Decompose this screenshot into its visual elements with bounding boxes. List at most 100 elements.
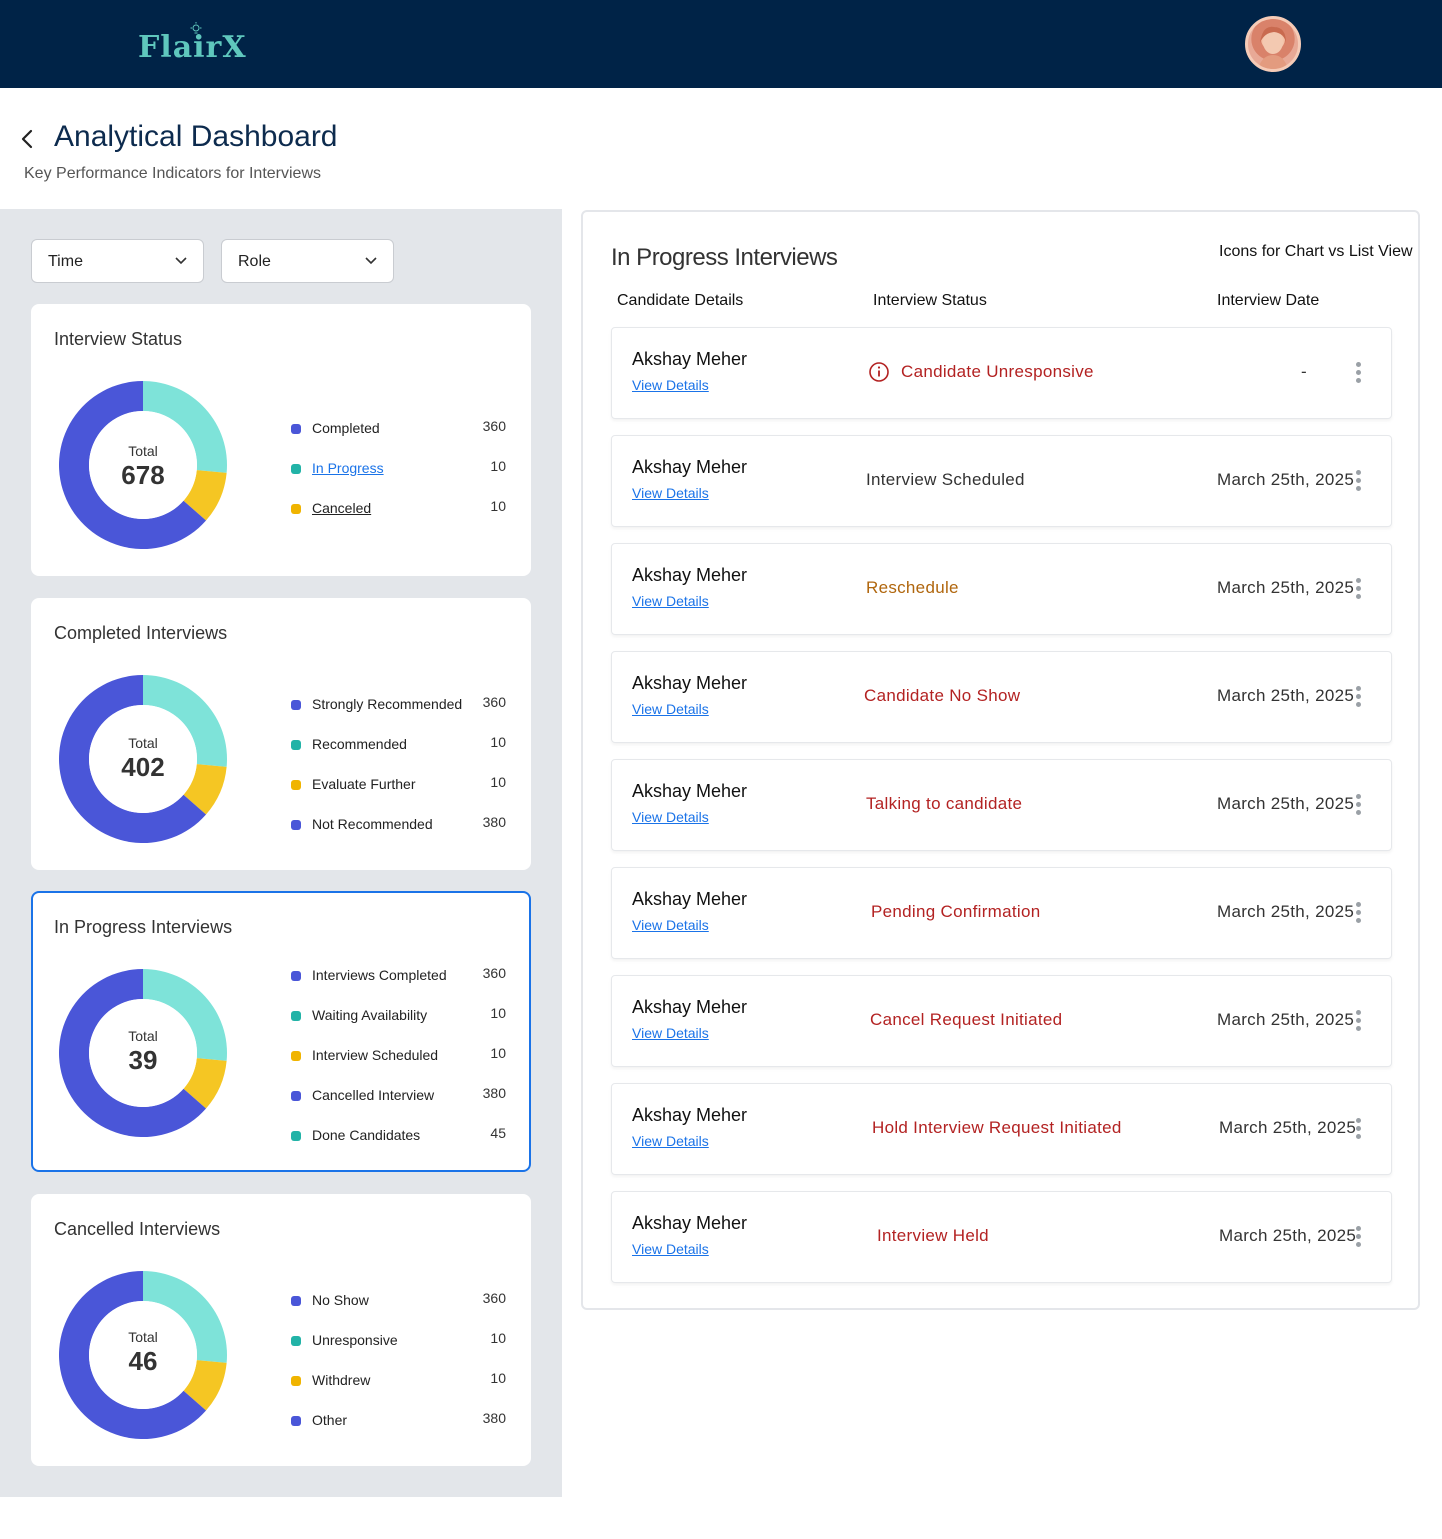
legend-item-completed: Completed 360 xyxy=(291,418,506,440)
legend-value: 360 xyxy=(482,1290,506,1306)
legend-value: 380 xyxy=(482,1085,506,1101)
legend-value: 45 xyxy=(490,1125,506,1141)
donut-total-value: 46 xyxy=(128,1346,158,1376)
user-photo xyxy=(1258,26,1288,69)
view-details-link[interactable]: View Details xyxy=(632,701,709,717)
interview-date: March 25th, 2025 xyxy=(1217,470,1355,489)
in-progress-interviews-donut xyxy=(59,969,228,1137)
view-details-link[interactable]: View Details xyxy=(632,593,709,609)
interview-status: Pending Confirmation xyxy=(871,902,1041,921)
more-options-icon[interactable] xyxy=(1356,794,1362,816)
view-details-link[interactable]: View Details xyxy=(632,1241,709,1257)
list-item[interactable]: Akshay Meher View Details Interview Sche… xyxy=(611,435,1392,527)
legend-value: 10 xyxy=(490,734,506,750)
legend-item: Waiting Availability 10 xyxy=(291,1005,506,1027)
legend-value: 10 xyxy=(490,774,506,790)
legend-item-in-progress[interactable]: In Progress 10 xyxy=(291,458,506,480)
role-filter-dropdown[interactable]: Role xyxy=(221,239,394,283)
more-options-icon[interactable] xyxy=(1356,686,1362,708)
list-item[interactable]: Akshay Meher View Details Hold Interview… xyxy=(611,1083,1392,1175)
card-title: Completed Interviews xyxy=(54,623,228,643)
view-details-link[interactable]: View Details xyxy=(632,809,709,825)
list-item[interactable]: Akshay Meher View Details Reschedule Mar… xyxy=(611,543,1392,635)
in-progress-list-panel: In Progress Interviews Icons for Chart v… xyxy=(581,210,1420,1310)
donut-segment-blue xyxy=(59,1271,207,1439)
canceled-link[interactable]: Canceled xyxy=(312,500,372,516)
candidate-name: Akshay Meher xyxy=(632,349,748,369)
avatar[interactable] xyxy=(1245,16,1301,72)
view-details-link[interactable]: View Details xyxy=(632,485,709,501)
legend-dot xyxy=(291,504,301,514)
list-item[interactable]: Akshay Meher View Details Candidate Unre… xyxy=(611,327,1392,419)
donut-total-label: Total xyxy=(128,443,158,459)
donut-segment-yellow xyxy=(183,1360,227,1411)
interview-status: Cancel Request Initiated xyxy=(870,1010,1063,1029)
legend-dot xyxy=(291,1131,301,1141)
interview-status: Reschedule xyxy=(866,578,959,597)
back-arrow-icon[interactable] xyxy=(20,128,36,150)
view-details-link[interactable]: View Details xyxy=(632,377,709,393)
legend-item: Recommended 10 xyxy=(291,734,506,756)
legend-label: Done Candidates xyxy=(312,1127,421,1143)
legend-value: 10 xyxy=(490,1005,506,1021)
in-progress-interviews-card[interactable]: In Progress Interviews Total 39 Intervie… xyxy=(31,891,531,1172)
donut-segment-blue xyxy=(59,969,207,1137)
time-filter-dropdown[interactable]: Time xyxy=(31,239,204,283)
interview-status-card[interactable]: Interview Status Total 678 Completed 360… xyxy=(31,304,531,576)
view-details-link[interactable]: View Details xyxy=(632,1133,709,1149)
legend-value: 380 xyxy=(482,1410,506,1426)
donut-total-label: Total xyxy=(128,1329,158,1345)
more-options-icon[interactable] xyxy=(1356,1118,1362,1140)
candidate-name: Akshay Meher xyxy=(632,997,748,1017)
chevron-down-icon xyxy=(175,257,187,265)
donut-total-value: 39 xyxy=(128,1045,158,1075)
completed-interviews-card[interactable]: Completed Interviews Total 402 Strongly … xyxy=(31,598,531,870)
interview-status: Interview Held xyxy=(877,1226,989,1245)
view-toggle-note[interactable]: Icons for Chart vs List View xyxy=(1219,243,1413,260)
legend-dot xyxy=(291,820,301,830)
legend-label: Other xyxy=(312,1412,348,1428)
legend-item: Other 380 xyxy=(291,1410,506,1432)
info-icon xyxy=(869,362,889,382)
list-item[interactable]: Akshay Meher View Details Interview Held… xyxy=(611,1191,1392,1283)
list-item[interactable]: Akshay Meher View Details Pending Confir… xyxy=(611,867,1392,959)
completed-interviews-donut xyxy=(59,675,228,843)
legend-dot xyxy=(291,424,301,434)
legend-value: 360 xyxy=(482,965,506,981)
column-header-status: Interview Status xyxy=(873,292,987,309)
candidate-name: Akshay Meher xyxy=(632,889,748,909)
more-options-icon[interactable] xyxy=(1356,1010,1362,1032)
more-options-icon[interactable] xyxy=(1356,362,1362,384)
in-progress-link[interactable]: In Progress xyxy=(312,460,384,476)
more-options-icon[interactable] xyxy=(1356,1226,1362,1248)
legend-item: Withdrew 10 xyxy=(291,1370,506,1392)
cancelled-interviews-card[interactable]: Cancelled Interviews Total 46 No Show 36… xyxy=(31,1194,531,1466)
more-options-icon[interactable] xyxy=(1356,578,1362,600)
legend-dot xyxy=(291,1336,301,1346)
interview-date: March 25th, 2025 xyxy=(1217,794,1355,813)
more-options-icon[interactable] xyxy=(1356,470,1362,492)
interview-status: Hold Interview Request Initiated xyxy=(872,1118,1122,1137)
more-options-icon[interactable] xyxy=(1356,902,1362,924)
donut-hole xyxy=(89,999,197,1107)
interview-status: Candidate Unresponsive xyxy=(901,362,1094,381)
donut-segment-teal xyxy=(143,381,228,473)
legend-item: Cancelled Interview 380 xyxy=(291,1085,506,1107)
view-details-link[interactable]: View Details xyxy=(632,1025,709,1041)
column-header-candidate: Candidate Details xyxy=(617,292,744,309)
legend-value: 10 xyxy=(490,1370,506,1386)
legend-label: Interview Scheduled xyxy=(312,1047,439,1063)
interview-date: March 25th, 2025 xyxy=(1219,1226,1357,1245)
view-details-link[interactable]: View Details xyxy=(632,917,709,933)
legend-dot xyxy=(291,971,301,981)
column-header-date: Interview Date xyxy=(1217,292,1320,309)
list-item[interactable]: Akshay Meher View Details Talking to can… xyxy=(611,759,1392,851)
flairx-logo[interactable]: FlairX xyxy=(138,30,247,65)
legend-item-canceled[interactable]: Canceled 10 xyxy=(291,498,506,520)
legend-label: Not Recommended xyxy=(312,816,433,832)
legend-dot xyxy=(291,1091,301,1101)
donut-total-label: Total xyxy=(128,1028,158,1044)
list-item[interactable]: Akshay Meher View Details Cancel Request… xyxy=(611,975,1392,1067)
list-item[interactable]: Akshay Meher View Details Candidate No S… xyxy=(611,651,1392,743)
interview-date: March 25th, 2025 xyxy=(1217,686,1355,705)
